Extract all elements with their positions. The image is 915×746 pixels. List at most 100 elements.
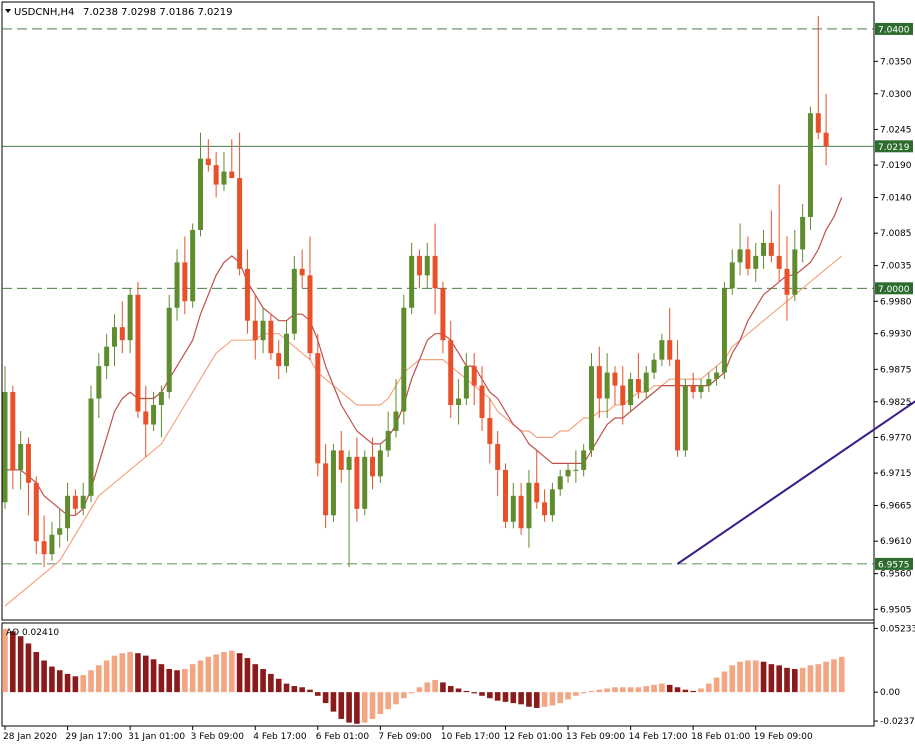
ao-bar-89 xyxy=(698,688,704,693)
candle-body xyxy=(143,411,149,425)
ao-bar-107 xyxy=(838,656,845,693)
ao-histogram xyxy=(2,628,845,724)
candle-26 xyxy=(205,139,211,172)
price-tick-label-6: 7.0035 xyxy=(880,262,912,272)
candle-body xyxy=(761,242,767,256)
candle-78 xyxy=(612,366,618,406)
candle-64 xyxy=(502,463,508,529)
candle-103 xyxy=(807,106,813,230)
candle-body xyxy=(25,443,31,483)
ao-bar-20 xyxy=(158,664,165,693)
price-tick-label-2: 7.0245 xyxy=(880,125,912,135)
ao-bar-88 xyxy=(690,690,696,693)
ao-bar-2 xyxy=(17,636,24,693)
ao-bar-79 xyxy=(619,687,626,693)
price-tick-label-13: 6.9665 xyxy=(880,502,912,512)
candle-31 xyxy=(244,249,250,334)
candle-body xyxy=(573,469,579,471)
candle-body xyxy=(182,262,188,302)
candle-body xyxy=(565,469,571,477)
candle-body xyxy=(10,392,16,470)
time-tick-label-9: 13 Feb 09:00 xyxy=(566,732,625,742)
symbol-label[interactable]: USDCNH,H4 xyxy=(14,7,74,18)
ao-bar-8 xyxy=(64,673,71,693)
candle-body xyxy=(330,450,336,516)
ao-bar-94 xyxy=(737,661,743,693)
candle-62 xyxy=(487,398,493,464)
candle-55 xyxy=(432,223,438,315)
ao-bar-34 xyxy=(268,673,274,693)
ao-bar-28 xyxy=(221,651,227,693)
price-tick-label-10: 6.9825 xyxy=(880,398,912,408)
ao-bar-104 xyxy=(815,664,822,693)
candle-body xyxy=(792,249,798,295)
ao-bar-17 xyxy=(135,653,141,693)
ao-bar-62 xyxy=(487,692,493,699)
candle-body xyxy=(471,366,477,386)
ao-bar-78 xyxy=(612,687,618,693)
candle-77 xyxy=(604,353,610,418)
candle-61 xyxy=(479,366,485,431)
candle-body xyxy=(307,275,313,354)
candle-25 xyxy=(198,132,203,237)
candle-body xyxy=(88,398,94,496)
candle-body xyxy=(198,158,203,230)
candle-body xyxy=(487,417,493,444)
candle-18 xyxy=(143,385,149,457)
candle-42 xyxy=(330,443,336,522)
candle-51 xyxy=(401,294,407,425)
candle-80 xyxy=(628,372,634,412)
candle-33 xyxy=(260,307,266,354)
candle-body xyxy=(557,476,563,490)
candle-body xyxy=(190,229,196,302)
candle-body xyxy=(745,249,751,269)
candle-0 xyxy=(2,366,8,509)
candle-body xyxy=(166,307,172,393)
time-tick-label-4: 4 Feb 17:00 xyxy=(253,732,307,742)
candle-body xyxy=(682,385,688,451)
level-tag-bg xyxy=(875,557,913,570)
ao-bar-67 xyxy=(526,692,532,707)
candle-body xyxy=(542,502,548,516)
candle-15 xyxy=(119,301,125,354)
candle-body xyxy=(667,340,673,360)
candle-3 xyxy=(25,437,31,516)
candle-4 xyxy=(33,476,39,555)
ma-slow-layer xyxy=(4,255,843,607)
ao-bar-63 xyxy=(494,692,501,701)
candle-49 xyxy=(385,411,391,457)
candle-58 xyxy=(456,379,462,425)
candle-28 xyxy=(221,152,227,192)
candle-69 xyxy=(542,489,548,522)
price-tick-label-7: 6.9980 xyxy=(880,297,912,307)
candle-91 xyxy=(714,366,720,386)
price-axis: 7.0350 7.0300 7.0245 7.0190 7.0140 7.0085 7.00… xyxy=(874,57,912,615)
ao-bar-16 xyxy=(127,651,133,693)
candle-body xyxy=(526,482,532,529)
price-tick-label-5: 7.0085 xyxy=(880,229,912,239)
ao-bar-52 xyxy=(408,692,415,694)
ao-bar-13 xyxy=(103,660,110,693)
candle-6 xyxy=(49,521,55,561)
candle-99 xyxy=(776,184,782,282)
ao-bar-46 xyxy=(361,692,368,723)
ao-bar-48 xyxy=(377,692,384,715)
ao-bar-92 xyxy=(721,671,728,693)
level-tag-1: 7.0219 xyxy=(875,140,913,153)
candle-74 xyxy=(581,443,587,477)
price-tick-label-0: 7.0350 xyxy=(880,57,912,67)
candle-body xyxy=(72,495,78,509)
ao-bar-12 xyxy=(96,665,102,693)
candle-body xyxy=(276,353,282,367)
candle-body xyxy=(362,456,368,509)
ao-bar-36 xyxy=(283,683,290,693)
ao-bar-43 xyxy=(338,692,345,719)
candle-body xyxy=(151,405,157,425)
ao-bar-58 xyxy=(455,688,462,693)
candle-body xyxy=(729,262,735,289)
candle-94 xyxy=(737,223,743,276)
candle-13 xyxy=(104,333,110,380)
time-tick-label-0: 28 Jan 2020 xyxy=(3,732,57,742)
candle-body xyxy=(49,534,55,555)
symbol-dropdown-icon[interactable] xyxy=(5,9,11,13)
